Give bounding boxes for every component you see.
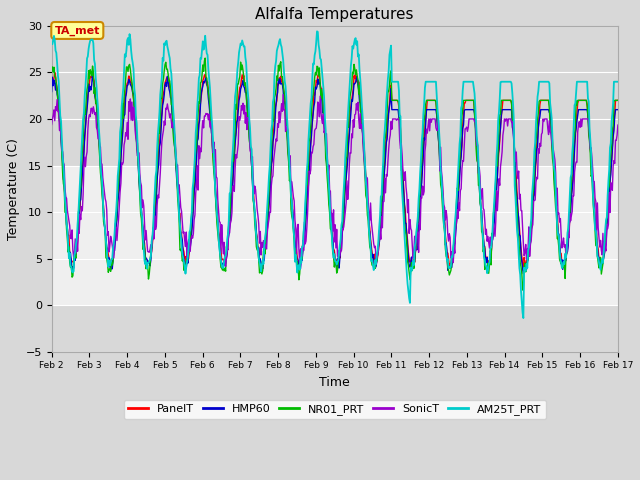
Line: NR01_PRT: NR01_PRT <box>52 58 618 290</box>
Title: Alfalfa Temperatures: Alfalfa Temperatures <box>255 7 414 22</box>
Line: HMP60: HMP60 <box>52 72 618 274</box>
AM25T_PRT <box>204 52 211 58</box>
SonicT <box>116 189 124 194</box>
HMP60 <box>520 271 527 276</box>
NR01_PRT <box>520 288 527 293</box>
Bar <box>52 166 618 305</box>
AM25T_PRT <box>614 79 621 84</box>
SonicT <box>614 122 621 128</box>
HMP60 <box>58 149 66 155</box>
PanelT <box>520 268 527 274</box>
PanelT <box>421 126 429 132</box>
Line: PanelT: PanelT <box>52 72 618 271</box>
HMP60 <box>614 107 621 112</box>
AM25T_PRT <box>404 288 412 294</box>
PanelT <box>174 183 182 189</box>
NR01_PRT <box>202 55 209 61</box>
PanelT <box>48 82 56 88</box>
SonicT <box>204 111 211 117</box>
NR01_PRT <box>404 263 412 268</box>
Line: SonicT: SonicT <box>52 95 618 266</box>
SonicT <box>279 92 287 97</box>
PanelT <box>204 79 211 85</box>
NR01_PRT <box>58 152 66 158</box>
NR01_PRT <box>614 97 621 103</box>
AM25T_PRT <box>58 135 66 141</box>
PanelT <box>116 163 124 169</box>
AM25T_PRT <box>48 41 56 47</box>
HMP60 <box>421 137 429 143</box>
AM25T_PRT <box>421 85 429 91</box>
PanelT <box>352 69 360 75</box>
HMP60 <box>175 198 182 204</box>
PanelT <box>614 97 621 103</box>
SonicT <box>58 147 66 153</box>
HMP60 <box>404 253 412 259</box>
Legend: PanelT, HMP60, NR01_PRT, SonicT, AM25T_PRT: PanelT, HMP60, NR01_PRT, SonicT, AM25T_P… <box>124 399 546 420</box>
PanelT <box>58 143 66 148</box>
SonicT <box>222 264 230 269</box>
AM25T_PRT <box>313 28 321 34</box>
X-axis label: Time: Time <box>319 376 350 389</box>
HMP60 <box>48 89 56 95</box>
SonicT <box>405 230 413 236</box>
HMP60 <box>89 70 97 75</box>
AM25T_PRT <box>116 129 124 135</box>
Line: AM25T_PRT: AM25T_PRT <box>52 31 618 318</box>
Y-axis label: Temperature (C): Temperature (C) <box>7 138 20 240</box>
HMP60 <box>205 95 212 101</box>
AM25T_PRT <box>520 315 527 321</box>
NR01_PRT <box>205 89 212 95</box>
NR01_PRT <box>174 194 182 200</box>
Text: TA_met: TA_met <box>54 25 100 36</box>
NR01_PRT <box>48 68 56 74</box>
SonicT <box>48 121 56 127</box>
HMP60 <box>117 155 125 161</box>
AM25T_PRT <box>174 183 182 189</box>
SonicT <box>174 162 182 168</box>
SonicT <box>422 142 429 147</box>
PanelT <box>404 249 412 255</box>
NR01_PRT <box>116 152 124 158</box>
NR01_PRT <box>421 111 429 117</box>
